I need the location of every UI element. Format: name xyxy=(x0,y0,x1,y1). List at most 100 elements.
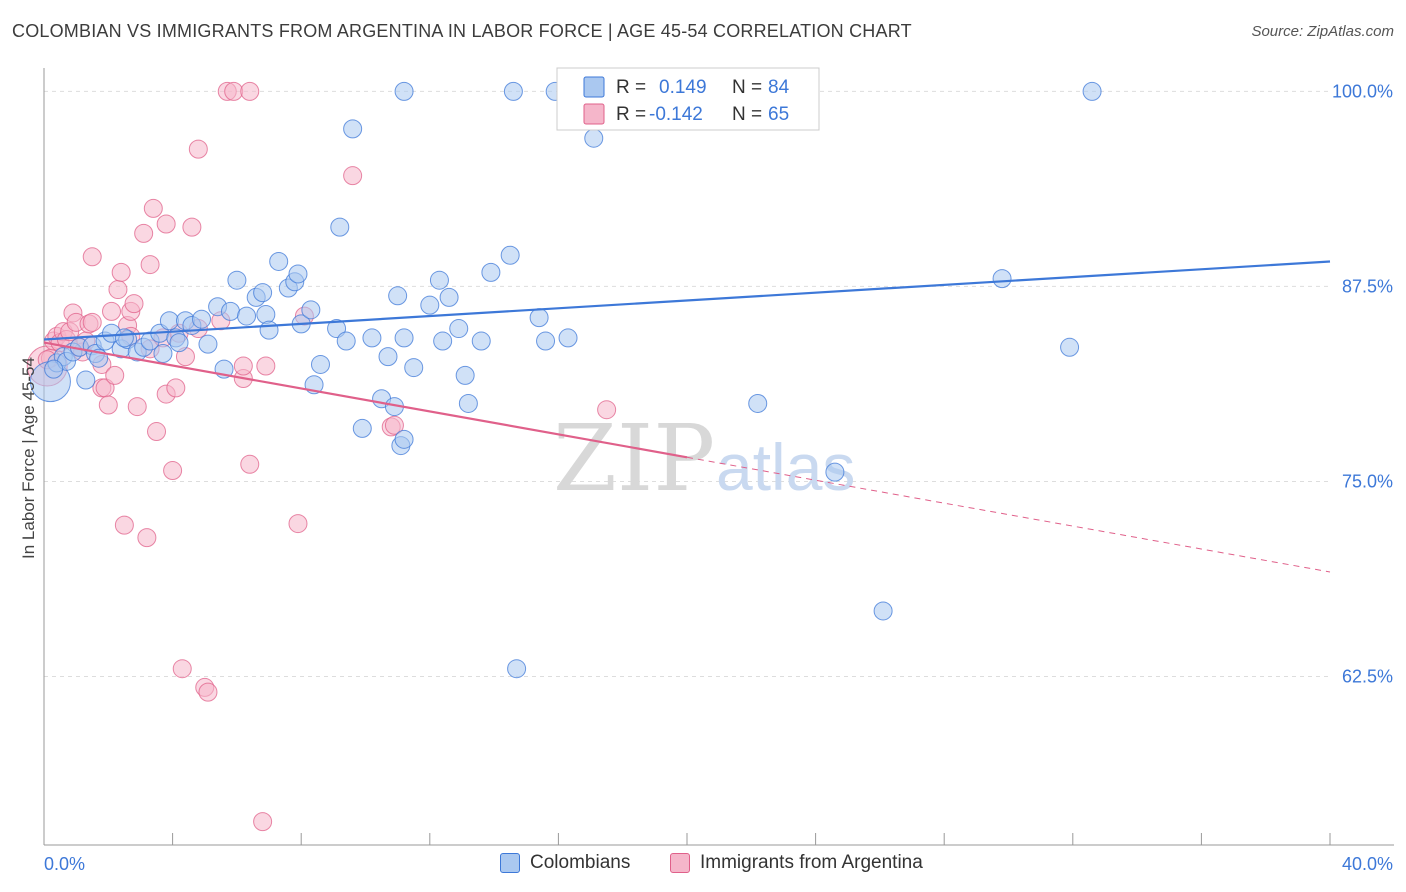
colombians-point-68 xyxy=(529,308,549,328)
colombians-point-78 xyxy=(1060,337,1080,357)
legend-item-argentina: Immigrants from Argentina xyxy=(670,852,923,874)
colombians-point-71 xyxy=(558,328,578,348)
colombians-point-75 xyxy=(825,462,845,482)
argentina-point-20 xyxy=(102,301,122,321)
argentina-point-24 xyxy=(114,515,134,535)
argentina-point-34 xyxy=(143,198,163,218)
colombians-point-77 xyxy=(992,269,1012,289)
legend-label-argentina: Immigrants from Argentina xyxy=(700,852,923,873)
y-tick-label-2: 75.0% xyxy=(1342,471,1393,491)
colombians-point-79 xyxy=(1082,81,1102,101)
colombians-point-56 xyxy=(420,295,440,315)
colombians-point-26 xyxy=(220,301,240,321)
stats-n-value-pink: 65 xyxy=(768,104,789,125)
series-colombians-points xyxy=(29,81,1102,679)
colombians-point-54 xyxy=(404,358,424,378)
watermark: ZIP atlas xyxy=(553,405,855,512)
argentina-point-55 xyxy=(240,454,260,474)
argentina-point-22 xyxy=(108,280,128,300)
colombians-point-83 xyxy=(114,328,134,348)
argentina-point-62 xyxy=(384,415,404,435)
argentina-point-29 xyxy=(127,397,147,417)
colombians-point-43 xyxy=(336,331,356,351)
argentina-trend-line xyxy=(43,341,688,459)
argentina-point-37 xyxy=(156,214,176,234)
colombians-point-55 xyxy=(394,81,414,101)
argentina-trend-line-extension xyxy=(686,456,1331,573)
watermark-zip: ZIP xyxy=(553,405,715,512)
stats-r-label-blue: R = xyxy=(616,77,646,98)
colombians-trend-line xyxy=(43,260,1331,341)
colombians-point-19 xyxy=(169,333,189,353)
argentina-point-56 xyxy=(253,812,273,832)
stats-swatch-pink xyxy=(583,103,605,125)
argentina-point-15 xyxy=(82,247,102,267)
stats-n-label-blue: N = xyxy=(732,77,762,98)
stats-r-label-pink: R = xyxy=(616,104,646,125)
argentina-point-30 xyxy=(134,223,154,243)
colombians-point-62 xyxy=(458,393,478,413)
colombians-point-67 xyxy=(503,81,523,101)
axes xyxy=(43,68,1394,846)
argentina-point-21 xyxy=(105,365,125,385)
x-tick-label-0: 0.0% xyxy=(44,854,85,874)
colombians-point-57 xyxy=(429,270,449,290)
colombians-point-23 xyxy=(198,334,218,354)
colombians-point-48 xyxy=(378,347,398,367)
argentina-point-53 xyxy=(233,356,253,376)
argentina-point-57 xyxy=(256,356,276,376)
colombians-point-64 xyxy=(481,262,501,282)
colombians-point-50 xyxy=(388,286,408,306)
argentina-point-40 xyxy=(166,378,186,398)
stats-legend: R = 0.149 N = 84 R = -0.142 N = 65 xyxy=(556,67,820,131)
colombians-point-36 xyxy=(288,264,308,284)
argentina-point-63 xyxy=(597,400,617,420)
colombians-point-69 xyxy=(536,331,556,351)
legend-swatch-colombians xyxy=(500,853,520,873)
argentina-point-19 xyxy=(98,395,118,415)
stats-swatch-blue xyxy=(583,76,605,98)
trend-lines xyxy=(43,260,1331,573)
colombians-point-30 xyxy=(253,283,273,303)
colombians-point-22 xyxy=(192,309,212,329)
x-tick-label-1: 40.0% xyxy=(1342,854,1393,874)
colombians-point-31 xyxy=(256,305,276,325)
colombians-point-45 xyxy=(352,418,372,438)
colombians-point-66 xyxy=(507,659,527,679)
argentina-point-44 xyxy=(182,217,202,237)
series-argentina-points xyxy=(26,81,617,832)
colombians-point-44 xyxy=(343,119,363,139)
colombians-point-60 xyxy=(449,319,469,339)
argentina-point-46 xyxy=(188,139,208,159)
colombians-point-80 xyxy=(44,359,64,379)
chart-source: Source: ZipAtlas.com xyxy=(1251,23,1394,40)
argentina-point-35 xyxy=(147,422,167,442)
y-axis-label: In Labor Force | Age 45-54 xyxy=(19,357,38,559)
stats-r-value-pink: -0.142 xyxy=(649,104,703,125)
colombians-point-46 xyxy=(362,328,382,348)
legend-swatch-argentina xyxy=(670,853,690,873)
colombians-point-61 xyxy=(455,365,475,385)
argentina-point-14 xyxy=(82,312,102,332)
colombians-point-27 xyxy=(227,270,247,290)
y-tick-labels: 100.0% 87.5% 75.0% 62.5% xyxy=(1332,81,1393,686)
colombians-point-28 xyxy=(237,306,257,326)
argentina-point-42 xyxy=(172,659,192,679)
colombians-point-17 xyxy=(159,311,179,331)
argentina-point-48 xyxy=(198,682,218,702)
stats-r-value-blue: 0.149 xyxy=(659,77,707,98)
stats-n-value-blue: 84 xyxy=(768,77,790,98)
colombians-point-82 xyxy=(153,344,173,364)
argentina-point-39 xyxy=(163,461,183,481)
colombians-point-6 xyxy=(76,370,96,390)
chart-title: COLOMBIAN VS IMMIGRANTS FROM ARGENTINA I… xyxy=(12,21,912,41)
colombians-point-74 xyxy=(748,393,768,413)
y-tick-label-3: 62.5% xyxy=(1342,666,1393,686)
y-tick-label-0: 100.0% xyxy=(1332,81,1393,101)
colombians-point-42 xyxy=(330,217,350,237)
argentina-point-31 xyxy=(137,528,157,548)
x-tick-labels: 0.0% 40.0% xyxy=(44,854,1393,874)
argentina-point-33 xyxy=(140,255,160,275)
colombians-point-63 xyxy=(471,331,491,351)
